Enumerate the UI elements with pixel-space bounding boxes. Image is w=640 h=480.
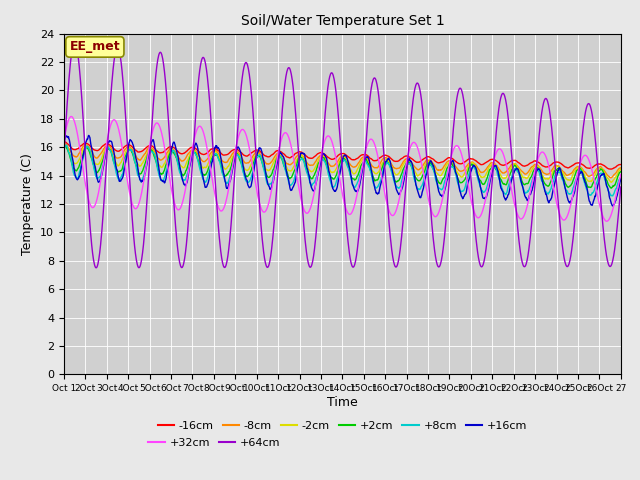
- +2cm: [617, 169, 625, 175]
- Line: +32cm: +32cm: [64, 117, 621, 221]
- +8cm: [62, 142, 70, 148]
- +16cm: [84, 132, 92, 138]
- +64cm: [540, 102, 547, 108]
- -2cm: [539, 173, 547, 179]
- +32cm: [67, 114, 75, 120]
- -2cm: [282, 163, 289, 168]
- +2cm: [282, 167, 289, 172]
- +64cm: [282, 73, 290, 79]
- Line: +16cm: +16cm: [64, 135, 621, 206]
- +32cm: [423, 190, 431, 195]
- -8cm: [607, 175, 614, 180]
- +64cm: [60, 151, 68, 157]
- Line: -16cm: -16cm: [64, 142, 621, 169]
- +16cm: [617, 176, 625, 182]
- Legend: +32cm, +64cm: +32cm, +64cm: [144, 433, 285, 452]
- +2cm: [423, 161, 431, 167]
- +16cm: [60, 140, 68, 145]
- -2cm: [368, 167, 376, 173]
- Line: +8cm: +8cm: [64, 145, 621, 196]
- -16cm: [368, 156, 376, 162]
- +8cm: [539, 180, 547, 186]
- -16cm: [282, 153, 289, 158]
- -16cm: [423, 154, 431, 160]
- +16cm: [423, 170, 431, 176]
- Line: +64cm: +64cm: [64, 42, 621, 268]
- +16cm: [368, 172, 376, 178]
- +32cm: [282, 130, 289, 135]
- +8cm: [609, 193, 616, 199]
- +16cm: [580, 176, 588, 182]
- Y-axis label: Temperature (C): Temperature (C): [22, 153, 35, 255]
- +64cm: [424, 165, 431, 170]
- +64cm: [92, 265, 100, 271]
- +8cm: [60, 146, 68, 152]
- +64cm: [617, 184, 625, 190]
- -8cm: [282, 159, 289, 165]
- +32cm: [368, 137, 376, 143]
- +2cm: [524, 180, 532, 186]
- +16cm: [609, 203, 616, 209]
- -2cm: [423, 159, 431, 165]
- -2cm: [524, 175, 532, 180]
- -16cm: [524, 162, 532, 168]
- -16cm: [61, 139, 68, 144]
- +32cm: [524, 200, 532, 206]
- -16cm: [580, 163, 588, 168]
- +16cm: [524, 197, 532, 203]
- +32cm: [60, 137, 68, 143]
- +2cm: [60, 144, 68, 150]
- X-axis label: Time: Time: [327, 396, 358, 409]
- +64cm: [71, 39, 79, 45]
- +32cm: [580, 153, 588, 158]
- -2cm: [607, 180, 615, 185]
- +32cm: [603, 218, 611, 224]
- +2cm: [539, 176, 547, 182]
- -8cm: [368, 163, 376, 169]
- +32cm: [617, 172, 625, 178]
- +8cm: [524, 189, 532, 195]
- Line: -8cm: -8cm: [64, 144, 621, 178]
- -8cm: [423, 157, 431, 163]
- +8cm: [282, 168, 289, 173]
- +16cm: [539, 179, 547, 185]
- -16cm: [60, 139, 68, 145]
- +8cm: [368, 174, 376, 180]
- -8cm: [617, 165, 625, 171]
- Text: EE_met: EE_met: [70, 40, 120, 53]
- +2cm: [580, 174, 588, 180]
- -8cm: [60, 141, 68, 147]
- +64cm: [369, 79, 376, 84]
- -2cm: [580, 172, 588, 178]
- -8cm: [539, 169, 547, 175]
- +2cm: [61, 143, 69, 149]
- +8cm: [423, 166, 431, 172]
- +2cm: [607, 185, 615, 191]
- +16cm: [282, 161, 289, 167]
- +8cm: [580, 179, 588, 184]
- +32cm: [539, 149, 547, 155]
- +64cm: [525, 250, 532, 256]
- Line: -2cm: -2cm: [64, 145, 621, 182]
- -8cm: [61, 141, 68, 147]
- -16cm: [617, 162, 625, 168]
- Line: +2cm: +2cm: [64, 146, 621, 188]
- +8cm: [617, 174, 625, 180]
- -2cm: [61, 142, 68, 148]
- +64cm: [580, 114, 588, 120]
- Title: Soil/Water Temperature Set 1: Soil/Water Temperature Set 1: [241, 14, 444, 28]
- -8cm: [524, 169, 532, 175]
- +2cm: [368, 172, 376, 178]
- -2cm: [60, 142, 68, 148]
- -16cm: [607, 166, 615, 172]
- -2cm: [617, 167, 625, 172]
- -16cm: [539, 163, 547, 168]
- -8cm: [580, 168, 588, 174]
